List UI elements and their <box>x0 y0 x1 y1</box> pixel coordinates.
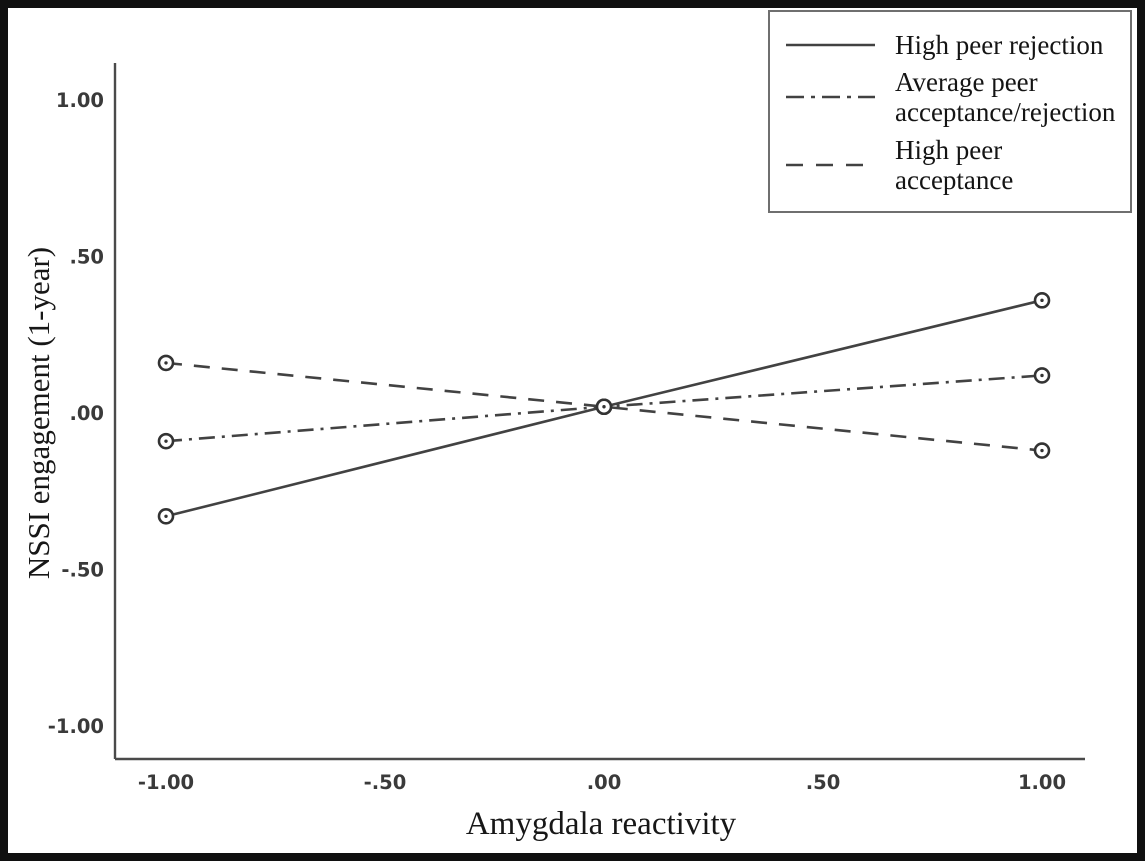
legend-label: High peer acceptance <box>895 134 1014 195</box>
legend-item: High peer acceptance <box>784 135 1124 195</box>
x-tick-label: .00 <box>587 771 622 794</box>
legend-line-sample-dash-dot <box>786 96 875 99</box>
data-point-marker-dot <box>164 514 168 518</box>
y-tick-label: -1.00 <box>48 715 104 738</box>
legend-line-sample-dashed <box>786 163 875 167</box>
data-point-marker-dot <box>602 405 606 409</box>
y-axis-title: NSSI engagement (1-year) <box>21 246 56 580</box>
x-tick-label: 1.00 <box>1018 771 1066 794</box>
y-tick-label: -.50 <box>61 559 104 582</box>
x-tick-label: .50 <box>806 771 841 794</box>
data-point-marker-dot <box>1040 373 1044 378</box>
x-axis-title: Amygdala reactivity <box>465 806 737 842</box>
y-tick-label: .00 <box>69 402 104 425</box>
legend-line-sample-solid <box>786 43 875 47</box>
x-tick-label: -1.00 <box>138 771 194 794</box>
data-point-marker-dot <box>1040 298 1044 303</box>
legend-label: Average peer acceptance/rejection <box>895 67 1116 128</box>
legend: High peer rejection Average peer acceptan… <box>768 10 1132 213</box>
legend-label: High peer rejection <box>895 30 1104 60</box>
legend-item: Average peer acceptance/rejection <box>784 67 1124 127</box>
y-tick-label: .50 <box>69 246 104 269</box>
data-point-marker-dot <box>164 439 168 443</box>
y-tick-label: 1.00 <box>56 89 104 112</box>
legend-item: High peer rejection <box>784 30 1124 60</box>
series-line-dashed <box>165 361 1043 452</box>
data-point-marker-dot <box>164 361 168 365</box>
data-point-marker-dot <box>1040 448 1044 453</box>
x-tick-label: -.50 <box>364 771 407 794</box>
